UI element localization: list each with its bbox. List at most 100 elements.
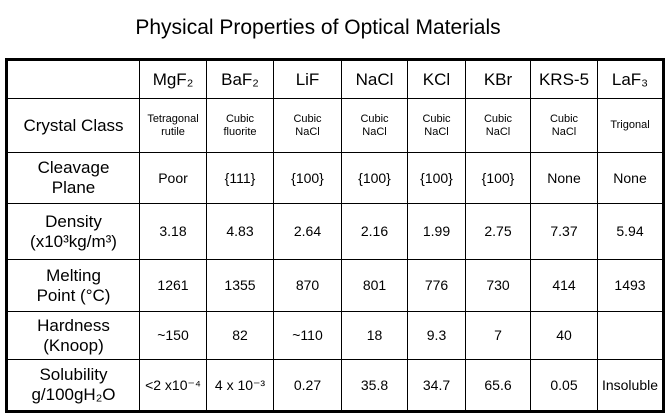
table-cell: 1.99 bbox=[407, 203, 466, 260]
cell-line: Point (°C) bbox=[36, 285, 111, 305]
cell-line: fluorite bbox=[223, 125, 257, 138]
cell-line: Density bbox=[45, 211, 102, 231]
row-label: Melting Point (°C) bbox=[6, 259, 140, 312]
cell-line: (x10³kg/m³) bbox=[30, 231, 117, 251]
cell-line: Cubic bbox=[483, 112, 513, 125]
table-row: Crystal Class Tetragonal rutile Cubic fluori… bbox=[6, 98, 664, 153]
cell-line: NaCl bbox=[485, 125, 511, 138]
cell-line: NaCl bbox=[362, 125, 387, 138]
cell-line: 40 bbox=[556, 327, 572, 344]
cell-line: 1355 bbox=[224, 277, 256, 294]
table-cell: Poor bbox=[139, 152, 207, 204]
cell-line: 730 bbox=[486, 277, 510, 294]
table-cell: 3.18 bbox=[139, 203, 207, 260]
cell-line: Cubic bbox=[225, 112, 255, 125]
cell-line: NaCl bbox=[424, 125, 449, 138]
table-row: Cleavage Plane Poor {111} {100} {100} {100} {10… bbox=[6, 152, 664, 204]
corner-cell bbox=[6, 59, 140, 99]
cell-line: Cubic bbox=[360, 112, 389, 125]
cell-line: Cleavage bbox=[37, 158, 110, 178]
cell-line: {100} bbox=[291, 169, 324, 186]
cell-line: 35.8 bbox=[360, 376, 389, 393]
row-label: Density (x10³kg/m³) bbox=[6, 203, 140, 260]
cell-line: 34.7 bbox=[422, 376, 451, 393]
properties-table: MgF₂ BaF₂ LiF NaCl KCl KBr KRS-5 LaF₃ Crystal Cl… bbox=[5, 58, 665, 413]
cell-line: 7 bbox=[494, 327, 502, 344]
table-cell: 7 bbox=[465, 311, 531, 360]
cell-line: Melting bbox=[46, 265, 101, 285]
cell-line: <2 x10⁻⁴ bbox=[145, 376, 201, 393]
row-label: Cleavage Plane bbox=[6, 152, 140, 204]
table-row: Density (x10³kg/m³) 3.18 4.83 2.64 2.16 1.99 2.… bbox=[6, 203, 664, 260]
table-row: Melting Point (°C) 1261 1355 870 801 776 730 414… bbox=[6, 259, 664, 312]
table-cell: 1355 bbox=[206, 259, 274, 312]
table-cell: 35.8 bbox=[341, 359, 408, 412]
table-cell: 1493 bbox=[597, 259, 664, 312]
table-cell: Tetragonal rutile bbox=[139, 98, 207, 153]
cell-line: 4.83 bbox=[226, 223, 254, 240]
table-cell: 34.7 bbox=[407, 359, 466, 412]
cell-line: 0.27 bbox=[293, 376, 322, 393]
table-cell: Cubic NaCl bbox=[407, 98, 466, 153]
header-row: MgF₂ BaF₂ LiF NaCl KCl KBr KRS-5 LaF₃ bbox=[6, 59, 664, 99]
cell-line: 0.05 bbox=[550, 376, 578, 393]
cell-line: Crystal Class bbox=[23, 115, 124, 135]
table-cell: 7.37 bbox=[530, 203, 598, 260]
cell-line: 776 bbox=[424, 277, 449, 294]
cell-line: Poor bbox=[158, 169, 188, 186]
cell-line: 7.37 bbox=[550, 223, 578, 240]
table-cell: 1261 bbox=[139, 259, 207, 312]
cell-line: None bbox=[613, 169, 647, 186]
cell-line: {100} bbox=[420, 169, 453, 186]
table-cell: 65.6 bbox=[465, 359, 531, 412]
cell-line: 82 bbox=[232, 327, 248, 344]
cell-line: None bbox=[547, 169, 581, 186]
table-cell: 801 bbox=[341, 259, 408, 312]
table-cell: 82 bbox=[206, 311, 274, 360]
cell-line: (Knoop) bbox=[43, 335, 104, 355]
table-cell: Cubic fluorite bbox=[206, 98, 274, 153]
cell-line: 9.3 bbox=[426, 327, 447, 344]
table-cell: 870 bbox=[273, 259, 342, 312]
cell-line: 1493 bbox=[614, 277, 646, 294]
table-cell: Trigonal bbox=[597, 98, 664, 153]
column-header: LiF bbox=[273, 59, 342, 99]
cell-line: 18 bbox=[366, 327, 383, 344]
column-header: LaF₃ bbox=[597, 59, 664, 99]
table-cell: 40 bbox=[530, 311, 598, 360]
cell-line: Cubic bbox=[293, 112, 322, 125]
column-header: NaCl bbox=[341, 59, 408, 99]
cell-line: 2.75 bbox=[484, 223, 512, 240]
table-row: Solubility g/100gH₂O <2 x10⁻⁴ 4 x 10⁻³ 0.27 3… bbox=[6, 359, 664, 412]
table-cell: Cubic NaCl bbox=[341, 98, 408, 153]
table-cell: 0.27 bbox=[273, 359, 342, 412]
table-cell bbox=[597, 311, 664, 360]
table-cell: 4 x 10⁻³ bbox=[206, 359, 274, 412]
title: Physical Properties of Optical Materials bbox=[135, 16, 501, 39]
row-label: Crystal Class bbox=[6, 98, 140, 153]
row-label: Hardness (Knoop) bbox=[6, 311, 140, 360]
column-header: KCl bbox=[407, 59, 466, 99]
table-cell: {100} bbox=[341, 152, 408, 204]
cell-line: NaCl bbox=[295, 125, 320, 138]
table-cell: Cubic NaCl bbox=[273, 98, 342, 153]
cell-line: 1261 bbox=[157, 277, 189, 294]
cell-line: 5.94 bbox=[616, 223, 644, 240]
cell-line: Insoluble bbox=[601, 376, 659, 393]
table-cell: 2.64 bbox=[273, 203, 342, 260]
table-cell: 5.94 bbox=[597, 203, 664, 260]
table-cell: 2.16 bbox=[341, 203, 408, 260]
table-cell: {100} bbox=[465, 152, 531, 204]
table-cell: 2.75 bbox=[465, 203, 531, 260]
cell-line: 3.18 bbox=[159, 223, 187, 240]
cell-line: Plane bbox=[51, 178, 96, 197]
table-cell: {100} bbox=[273, 152, 342, 204]
cell-line: 801 bbox=[362, 277, 387, 294]
table-cell: ~110 bbox=[273, 311, 342, 360]
column-header: KRS-5 bbox=[530, 59, 598, 99]
column-header: BaF₂ bbox=[206, 59, 274, 99]
cell-line: Trigonal bbox=[610, 119, 650, 132]
cell-line: {100} bbox=[481, 169, 515, 186]
row-label: Solubility g/100gH₂O bbox=[6, 359, 140, 412]
